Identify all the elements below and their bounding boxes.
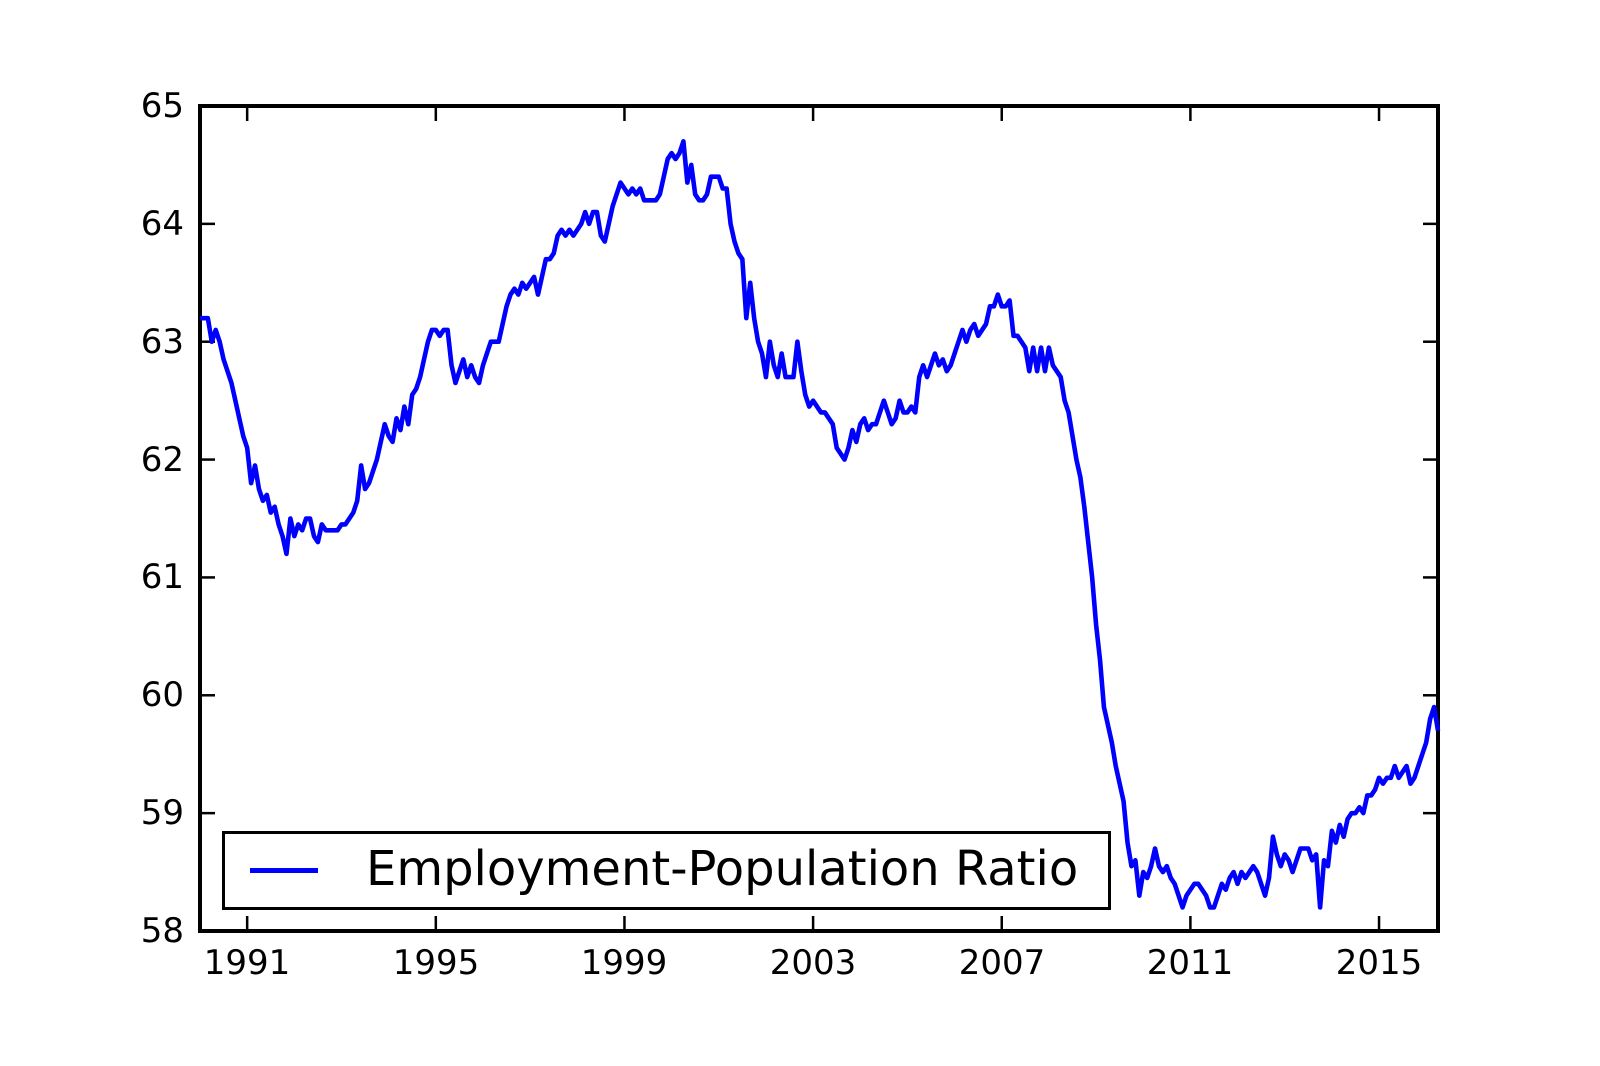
x-tick-label: 1991 [203,943,291,983]
y-tick-label: 58 [140,911,184,951]
y-tick-label: 65 [140,86,184,126]
y-tick-label: 64 [140,204,184,244]
employment-population-ratio-line [200,139,1441,910]
y-tick-label: 62 [140,440,184,480]
x-tick-label: 2003 [769,943,857,983]
x-tick-label: 2011 [1146,943,1234,983]
y-tick-label: 61 [140,557,184,597]
legend: Employment-Population Ratio [222,831,1112,910]
x-tick-label: 1999 [580,943,668,983]
legend-line-sample [250,868,318,873]
x-tick-label: 2007 [958,943,1046,983]
y-tick-label: 59 [140,793,184,833]
y-tick-label: 60 [140,675,184,715]
y-tick-label: 63 [140,322,184,362]
legend-label: Employment-Population Ratio [366,840,1079,897]
plot-frame [198,104,1440,933]
x-tick-label: 1995 [392,943,480,983]
x-tick-label: 2015 [1335,943,1423,983]
